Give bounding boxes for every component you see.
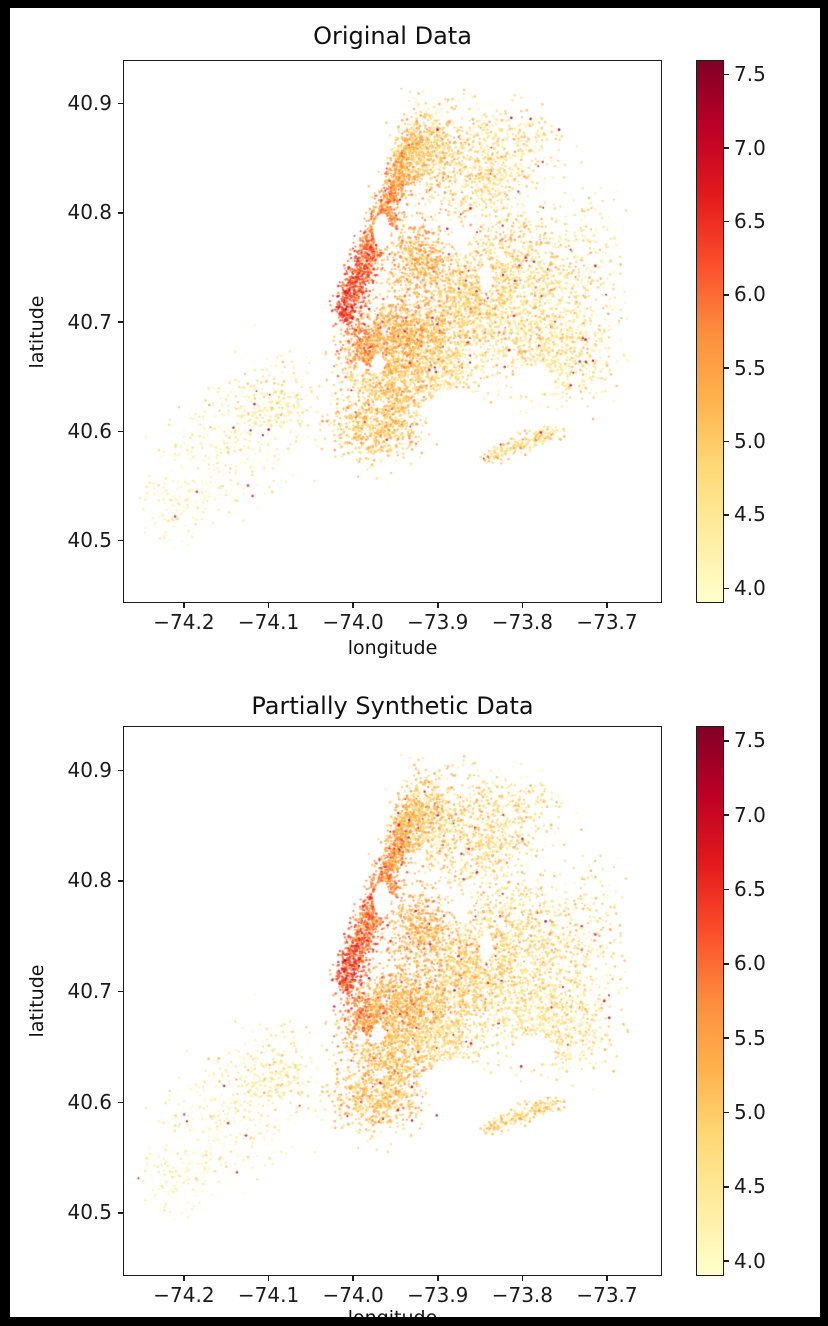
colorbar-tick [724, 1260, 729, 1262]
colorbar-tick-label: 4.5 [734, 502, 766, 527]
y-tick [118, 880, 123, 882]
x-tick [521, 603, 524, 608]
colorbar-tick-label: 6.5 [734, 877, 766, 901]
x-tick [352, 1276, 354, 1281]
colorbar-tick [724, 514, 729, 516]
x-tick-label: −73.9 [407, 1283, 469, 1307]
colorbar [696, 60, 724, 603]
colorbar-tick [724, 367, 729, 369]
colorbar-tick [724, 1186, 729, 1188]
colorbar-tick-label: 6.0 [734, 951, 766, 976]
figure: Original Data latitude longitude −74.2 −7… [10, 8, 820, 1317]
colorbar-tick [724, 440, 729, 443]
y-tick [118, 102, 123, 105]
x-tick [183, 603, 185, 608]
colorbar-tick [724, 294, 729, 296]
colorbar-tick [724, 73, 729, 76]
colorbar-tick [724, 814, 729, 816]
scatter-canvas [124, 727, 660, 1274]
colorbar-tick-label: 5.5 [734, 1025, 766, 1050]
y-axis-label: latitude [26, 964, 48, 1038]
colorbar-tick [724, 587, 729, 590]
x-tick-label: −73.8 [491, 610, 554, 634]
colorbar-gradient [697, 61, 723, 602]
y-axis-label: latitude [26, 295, 48, 368]
colorbar-tick [724, 1111, 729, 1114]
x-tick-label: −74.1 [237, 610, 300, 634]
colorbar-tick-label: 5.0 [734, 429, 766, 454]
y-tick-label: 40.7 [67, 979, 112, 1004]
x-tick [606, 603, 608, 608]
chart-partially-synthetic-data: Partially Synthetic Data latitude longit… [10, 8, 820, 1317]
x-tick [606, 1276, 608, 1281]
colorbar-tick [724, 1037, 729, 1039]
x-axis-label: longitude [347, 637, 438, 659]
x-axis-label: longitude [123, 1307, 662, 1317]
y-tick-label: 40.8 [67, 868, 112, 893]
y-tick-label: 40.9 [67, 91, 112, 116]
colorbar-tick [724, 963, 729, 965]
y-tick [118, 769, 123, 771]
y-tick-label: 40.6 [67, 418, 112, 443]
x-tick-label: −74.0 [322, 1283, 384, 1307]
x-tick [521, 1276, 524, 1281]
x-tick [437, 1276, 439, 1281]
x-tick-label: −73.9 [407, 610, 469, 634]
colorbar-gradient [697, 727, 723, 1275]
y-tick-label: 40.5 [67, 528, 112, 553]
colorbar-tick-label: 4.0 [734, 575, 766, 600]
x-tick-label: −74.1 [237, 1283, 300, 1307]
plot-area [123, 726, 662, 1276]
y-tick-label: 40.7 [67, 309, 112, 334]
colorbar-tick [724, 740, 729, 742]
y-tick-label: 40.6 [67, 1089, 112, 1114]
plot-area [123, 60, 662, 603]
y-tick [118, 212, 123, 214]
y-tick-label: 40.8 [67, 200, 112, 225]
chart-title: Original Data [313, 22, 472, 50]
colorbar-tick-label: 4.0 [734, 1248, 766, 1273]
y-tick [118, 990, 123, 993]
colorbar-tick [724, 147, 729, 149]
x-tick [183, 1276, 185, 1281]
y-tick-label: 40.9 [67, 757, 112, 782]
y-tick [118, 539, 123, 542]
colorbar-tick-label: 5.0 [734, 1099, 766, 1124]
colorbar-tick-label: 5.5 [734, 355, 766, 380]
colorbar-tick-label: 7.5 [734, 728, 766, 753]
colorbar-tick [724, 888, 729, 891]
colorbar-tick-label: 4.5 [734, 1174, 766, 1199]
y-tick [118, 321, 123, 323]
y-tick [118, 430, 123, 433]
scatter-canvas [124, 61, 660, 601]
colorbar [696, 726, 724, 1276]
chart-title: Partially Synthetic Data [251, 692, 534, 720]
y-tick-label: 40.5 [67, 1200, 112, 1225]
colorbar-tick-label: 7.0 [734, 802, 766, 827]
x-tick-label: −73.7 [576, 610, 638, 634]
colorbar-tick-label: 6.0 [734, 282, 766, 307]
colorbar-tick-label: 7.0 [734, 135, 766, 160]
x-tick [352, 603, 354, 608]
y-tick [118, 1101, 123, 1103]
colorbar-tick [724, 220, 729, 223]
x-tick-label: −74.0 [322, 610, 384, 634]
x-tick-label: −73.8 [491, 1283, 554, 1307]
colorbar-tick-label: 7.5 [734, 62, 766, 87]
x-tick [267, 603, 270, 608]
y-tick [118, 1212, 123, 1214]
x-tick-label: −73.7 [576, 1283, 638, 1307]
colorbar-tick-label: 6.5 [734, 208, 766, 233]
x-tick [267, 1276, 270, 1281]
chart-original-data: Original Data latitude longitude −74.2 −7… [10, 8, 820, 1317]
x-tick [437, 603, 439, 608]
x-tick-label: −74.2 [153, 1283, 215, 1307]
x-tick-label: −74.2 [153, 610, 215, 634]
